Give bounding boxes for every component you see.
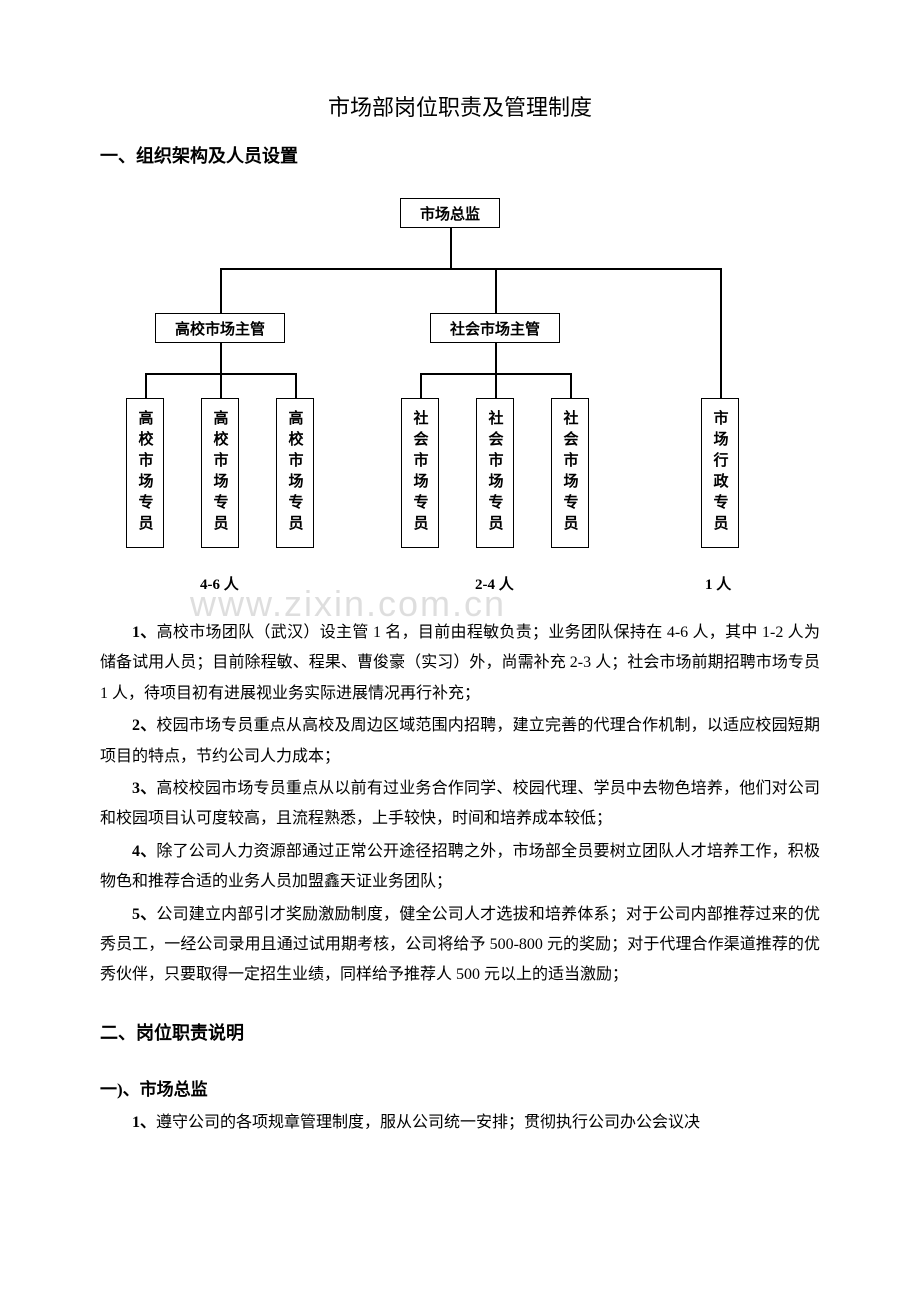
para-text: 校园市场专员重点从高校及周边区域范围内招聘，建立完善的代理合作机制，以适应校园短… (100, 717, 820, 764)
box-leaf2: 高校市场专员 (201, 398, 239, 548)
leaf-label: 高校市场专员 (210, 410, 231, 536)
box-leaf5: 社会市场专员 (476, 398, 514, 548)
line (495, 373, 497, 398)
line (495, 268, 497, 313)
line (495, 343, 497, 373)
leaf-label: 高校市场专员 (285, 410, 306, 536)
para-num: 1、 (132, 624, 157, 641)
leaf-label: 高校市场专员 (135, 410, 156, 536)
para-text: 高校市场团队（武汉）设主管 1 名，目前由程敏负责；业务团队保持在 4-6 人，… (100, 624, 820, 702)
paragraph-5: 5、公司建立内部引才奖励激励制度，健全公司人才选拔和培养体系；对于公司内部推荐过… (100, 900, 820, 991)
para-text: 公司建立内部引才奖励激励制度，健全公司人才选拔和培养体系；对于公司内部推荐过来的… (100, 906, 820, 984)
count-1: 4-6 人 (200, 573, 239, 594)
line (220, 373, 222, 398)
line (145, 373, 147, 398)
sub-heading-1: 一)、市场总监 (100, 1075, 820, 1100)
leaf-label: 市场行政专员 (710, 410, 731, 536)
box-leaf4: 社会市场专员 (401, 398, 439, 548)
line (220, 268, 222, 313)
para-num: 2、 (132, 717, 156, 734)
para-num: 1、 (132, 1114, 156, 1131)
box-leaf1: 高校市场专员 (126, 398, 164, 548)
paragraph-4: 4、除了公司人力资源部通过正常公开途径招聘之外，市场部全员要树立团队人才培养工作… (100, 837, 820, 898)
paragraph-6: 1、遵守公司的各项规章管理制度，服从公司统一安排；贯彻执行公司办公会议决 (100, 1108, 820, 1138)
paragraph-1: 1、高校市场团队（武汉）设主管 1 名，目前由程敏负责；业务团队保持在 4-6 … (100, 618, 820, 709)
paragraph-2: 2、校园市场专员重点从高校及周边区域范围内招聘，建立完善的代理合作机制，以适应校… (100, 711, 820, 772)
para-num: 3、 (132, 780, 156, 797)
line (720, 268, 722, 398)
paragraph-3: 3、高校校园市场专员重点从以前有过业务合作同学、校园代理、学员中去物色培养，他们… (100, 774, 820, 835)
para-num: 5、 (132, 906, 156, 923)
leaf-label: 社会市场专员 (485, 410, 506, 536)
para-num: 4、 (132, 843, 156, 860)
line (450, 228, 452, 268)
box-leaf6: 社会市场专员 (551, 398, 589, 548)
para-text: 遵守公司的各项规章管理制度，服从公司统一安排；贯彻执行公司办公会议决 (156, 1114, 700, 1131)
org-chart: 市场总监 高校市场主管 社会市场主管 高校市场专员 高校市场专员 高校市场专员 … (100, 198, 820, 608)
leaf-label: 社会市场专员 (410, 410, 431, 536)
leaf-label: 社会市场专员 (560, 410, 581, 536)
box-leaf3: 高校市场专员 (276, 398, 314, 548)
section-2-heading: 二、岗位职责说明 (100, 1019, 820, 1045)
line (295, 373, 297, 398)
line (220, 268, 720, 270)
box-l2a: 高校市场主管 (155, 313, 285, 343)
page-title: 市场部岗位职责及管理制度 (100, 90, 820, 122)
line (420, 373, 422, 398)
para-text: 高校校园市场专员重点从以前有过业务合作同学、校园代理、学员中去物色培养，他们对公… (100, 780, 820, 827)
para-text: 除了公司人力资源部通过正常公开途径招聘之外，市场部全员要树立团队人才培养工作，积… (100, 843, 820, 890)
section-1-heading: 一、组织架构及人员设置 (100, 142, 820, 168)
box-l2b: 社会市场主管 (430, 313, 560, 343)
box-leaf7: 市场行政专员 (701, 398, 739, 548)
line (220, 343, 222, 373)
count-2: 2-4 人 (475, 573, 514, 594)
box-top: 市场总监 (400, 198, 500, 228)
count-3: 1 人 (705, 573, 731, 594)
line (570, 373, 572, 398)
